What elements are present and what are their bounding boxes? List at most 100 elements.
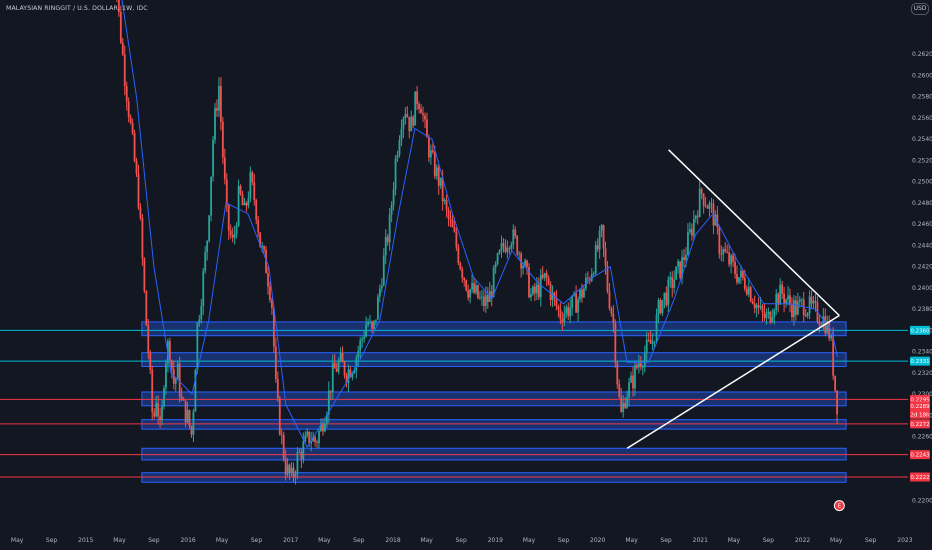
candle-body [755, 304, 758, 309]
candle-body [539, 274, 542, 298]
candle-body [530, 294, 532, 298]
candle-body [508, 248, 511, 250]
candle-body [504, 246, 507, 253]
candle-body [820, 324, 823, 327]
candle-body [683, 257, 685, 260]
candle-body [261, 246, 264, 248]
candle-body [565, 307, 568, 314]
candle-body [543, 273, 546, 278]
candle-body [469, 289, 472, 298]
candle-body [302, 441, 305, 460]
event-marker [833, 500, 845, 512]
candle-body [791, 304, 793, 318]
candle-body [318, 431, 320, 444]
candle-body [431, 150, 434, 152]
candle-body [365, 324, 368, 337]
candle-body [376, 296, 379, 320]
candle-body [453, 227, 456, 232]
candle-body [208, 215, 211, 241]
candle-body [426, 119, 428, 138]
x-tick-label: Sep [251, 537, 263, 544]
candle-body [557, 306, 560, 310]
candle-body [123, 54, 126, 86]
candle-body [272, 308, 275, 347]
candle-body [834, 375, 837, 391]
candle-body [714, 214, 717, 226]
candle-body [761, 306, 764, 313]
candle-body [349, 369, 352, 378]
candle-body [675, 266, 678, 280]
candle-body [227, 204, 230, 231]
candle-body [247, 198, 250, 206]
candle-body [312, 436, 315, 442]
candle-body [616, 362, 619, 385]
candle-body [516, 236, 519, 255]
candle-body [771, 317, 774, 323]
candle-body [549, 284, 552, 301]
candle-body [630, 375, 632, 383]
candle-body [496, 253, 499, 264]
y-tick-label: 0.2420 [912, 264, 932, 271]
candle-body [198, 319, 201, 324]
candle-body [117, 0, 120, 13]
candle-body [800, 299, 803, 301]
candle-body [314, 436, 316, 443]
x-tick-label: 2016 [180, 537, 195, 544]
currency-badge[interactable]: USD [911, 3, 929, 15]
candle-body [447, 209, 450, 219]
candle-body [149, 352, 152, 370]
label-red-2222-box [910, 472, 930, 482]
candle-body [728, 252, 731, 265]
candle-body [524, 260, 526, 266]
y-tick-label: 0.2600 [912, 72, 932, 79]
candle-body [329, 390, 332, 393]
candle-body [512, 229, 515, 245]
candle-body [451, 219, 454, 228]
x-tick-label: May [113, 537, 126, 544]
candle-body [325, 414, 328, 424]
candle-body [783, 293, 785, 304]
candle-body [145, 291, 148, 326]
candle-body [745, 288, 748, 295]
x-tick-label: Sep [558, 537, 570, 544]
candle-body [135, 161, 138, 174]
candle-body [249, 172, 252, 199]
candle-body [263, 246, 265, 250]
candle-body [602, 225, 605, 249]
candle-body [163, 388, 165, 407]
candle-body [655, 314, 658, 341]
label-red-countdown: 2d 18h [910, 412, 930, 418]
candle-body [220, 86, 222, 122]
candle-body [567, 307, 570, 317]
candle-body [579, 289, 581, 300]
candle-body [274, 346, 277, 380]
candle-body [500, 243, 503, 251]
candle-body [673, 279, 676, 288]
candle-body [765, 314, 768, 318]
candle-body [353, 370, 356, 374]
candle-body [433, 151, 436, 177]
candle-body [408, 116, 411, 132]
candle-body [461, 269, 464, 278]
x-tick-label: May [318, 537, 331, 544]
candle-body [798, 299, 801, 302]
candle-body [229, 230, 232, 236]
candle-body [212, 139, 214, 177]
candle-body [498, 250, 501, 254]
candle-body [147, 325, 150, 353]
candle-body [610, 308, 613, 314]
zone-6 [141, 472, 847, 483]
candle-body [373, 320, 375, 329]
x-tick-label: 2023 [897, 537, 912, 544]
candle-body [814, 300, 817, 303]
candle-body [251, 172, 254, 183]
candle-body [308, 431, 311, 444]
candle-body [730, 255, 733, 265]
y-tick-label: 0.2580 [912, 94, 932, 101]
label-red-2295: 0.2295 [910, 397, 930, 403]
candle-body [157, 402, 160, 417]
candle-body [696, 215, 699, 217]
